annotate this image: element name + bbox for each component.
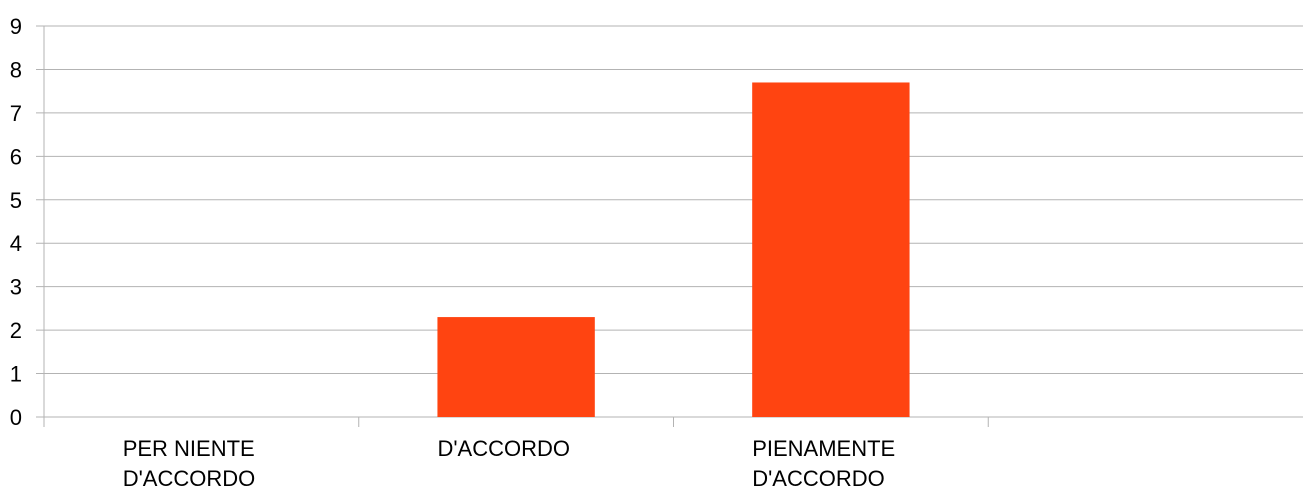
x-tick-label: D'ACCORDO <box>437 436 570 461</box>
y-tick-label: 3 <box>10 275 22 300</box>
y-tick-label: 2 <box>10 318 22 343</box>
bar <box>752 82 910 417</box>
y-tick-label: 6 <box>10 144 22 169</box>
x-tick-label: PER NIENTE <box>123 436 255 461</box>
y-tick-label: 8 <box>10 57 22 82</box>
y-tick-label: 5 <box>10 188 22 213</box>
bar <box>437 317 595 417</box>
axes <box>43 26 989 427</box>
y-tick-label: 9 <box>10 14 22 39</box>
y-tick-label: 7 <box>10 101 22 126</box>
x-tick-labels: PER NIENTE D'ACCORDO D'ACCORDO PIENAMENTE D'… <box>123 436 896 491</box>
y-tick-label: 0 <box>10 405 22 430</box>
x-tick-label: PIENAMENTE <box>752 436 895 461</box>
bars <box>437 82 910 417</box>
y-tick-label: 1 <box>10 362 22 387</box>
x-tick-label: D'ACCORDO <box>123 466 256 491</box>
y-tick-label: 4 <box>10 231 22 256</box>
y-tick-labels: 0 1 2 3 4 5 6 7 8 9 <box>10 14 22 430</box>
x-tick-label: D'ACCORDO <box>752 466 885 491</box>
gridlines <box>36 25 1303 418</box>
